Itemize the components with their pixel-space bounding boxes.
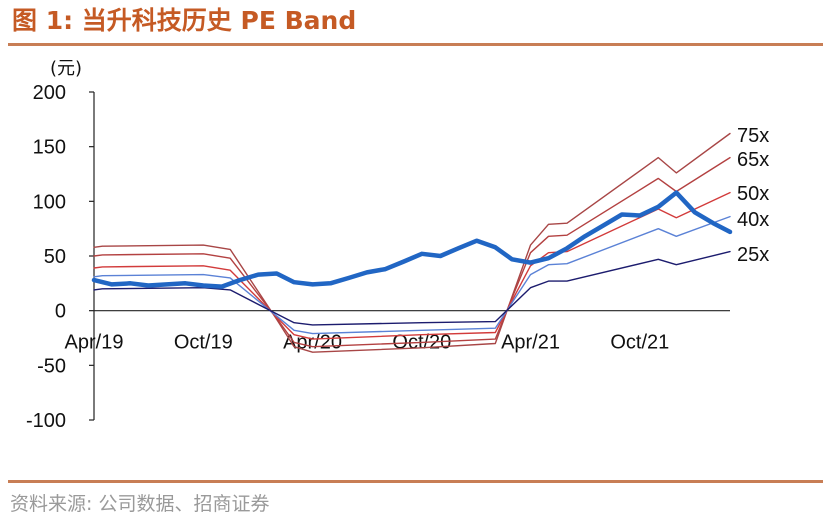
y-tick-label: 200 xyxy=(33,82,66,104)
y-tick-label: -100 xyxy=(26,410,66,432)
title-rule xyxy=(8,43,823,46)
source-note: 资料来源: 公司数据、招商证券 xyxy=(10,493,270,515)
pe-band-line-75x xyxy=(93,132,731,353)
y-tick-label: -50 xyxy=(37,355,66,377)
band-label-75x: 75x xyxy=(737,125,769,147)
band-label-25x: 25x xyxy=(737,244,769,266)
band-label-40x: 40x xyxy=(737,209,769,231)
pe-band-chart: (元) 200 150 100 50 0 -50 -100 Apr/19 Oct/19 Apr/2… xyxy=(26,58,769,432)
pe-band-line-25x xyxy=(93,250,731,326)
y-tick-label: 100 xyxy=(33,191,66,213)
price-series-line xyxy=(91,190,733,289)
pe-band-line-50x xyxy=(93,191,731,340)
source-rule xyxy=(8,480,823,483)
pe-band-line-65x xyxy=(93,156,731,348)
y-tick-label: 0 xyxy=(55,301,66,323)
x-tick-label: Apr/19 xyxy=(65,332,124,354)
pe-band-line-40x xyxy=(93,215,731,335)
y-tick-label: 150 xyxy=(33,137,66,159)
series-layer xyxy=(91,132,733,353)
x-tick-label: Oct/21 xyxy=(610,332,669,354)
band-label-65x: 65x xyxy=(737,149,769,171)
y-unit-label: (元) xyxy=(50,58,82,79)
x-tick-label: Oct/19 xyxy=(174,332,233,354)
x-tick-label: Apr/21 xyxy=(501,332,560,354)
figure-title: 图 1: 当升科技历史 PE Band xyxy=(12,6,357,35)
y-tick-label: 50 xyxy=(44,246,66,268)
band-label-50x: 50x xyxy=(737,183,769,205)
